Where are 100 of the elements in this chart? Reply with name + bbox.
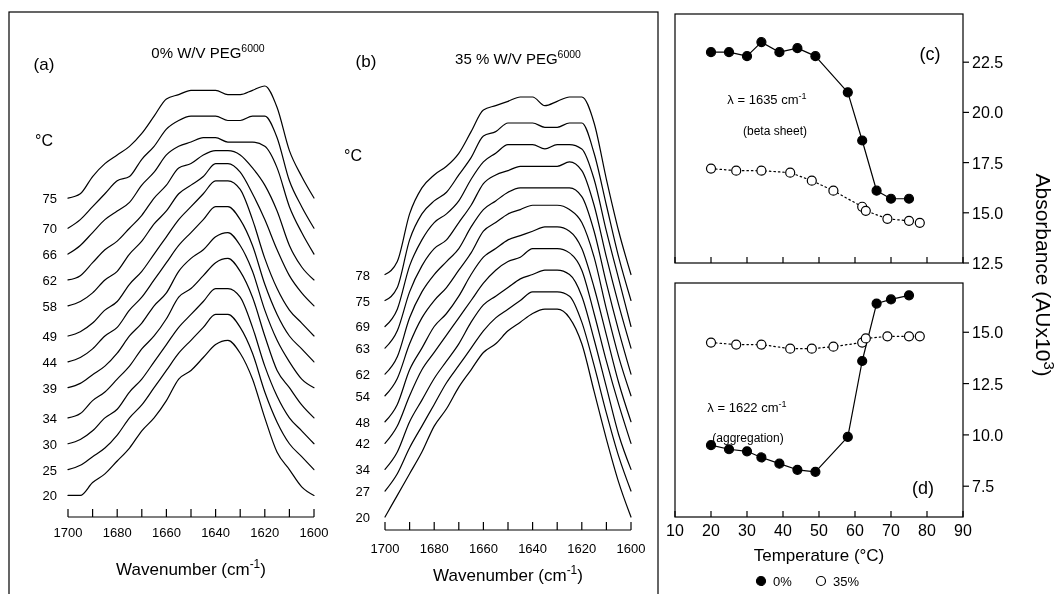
point [705, 337, 717, 348]
x-tick-label: 1700 [370, 541, 400, 556]
y-tick-label: 10.0 [972, 426, 1004, 444]
series-label: 62 [42, 272, 57, 288]
annotation: (d) [912, 478, 934, 498]
x-axis-title: Wavenumber (cm$^{-1}$) [433, 563, 583, 585]
chart-title: 35 % W/V PEG$^{6000}$ [455, 48, 582, 67]
point [828, 185, 839, 196]
point [857, 355, 868, 367]
y-tick-label: 12.5 [972, 375, 1004, 393]
point [903, 193, 915, 204]
series-label: 27 [355, 484, 370, 500]
series-label: 66 [42, 247, 57, 263]
series-label: 44 [42, 354, 57, 370]
point [731, 339, 742, 350]
y-tick-label: 17.5 [972, 154, 1004, 172]
point [705, 47, 717, 58]
point [871, 298, 882, 309]
x-tick-label: 1600 [616, 541, 646, 556]
legend-title: °C [344, 147, 362, 164]
series-label: 49 [42, 328, 57, 344]
point [756, 339, 767, 350]
series-label: 25 [42, 462, 57, 478]
series-label: 42 [355, 436, 370, 452]
point [914, 217, 925, 228]
series-label: 30 [42, 436, 57, 452]
x-tick-label: 90 [954, 522, 972, 539]
y-tick-label: 22.5 [972, 54, 1004, 72]
x-tick-label: 50 [810, 522, 828, 539]
point [828, 341, 839, 352]
legend-label: 0% [773, 574, 793, 589]
x-tick-label: 1620 [250, 525, 280, 540]
series-label: 34 [42, 410, 57, 426]
x-tick-label: 1600 [299, 525, 329, 540]
x-tick-label: 60 [846, 522, 864, 539]
point [882, 331, 893, 342]
point [741, 446, 753, 457]
point [774, 47, 785, 58]
chart-title: 0% W/V PEG$^{6000}$ [151, 42, 265, 61]
point [731, 165, 742, 176]
x-axis-title: Wavenumber (cm$^{-1}$) [116, 557, 266, 579]
point [903, 331, 915, 342]
point [871, 185, 882, 196]
series-label: 54 [355, 388, 370, 404]
point [792, 464, 803, 475]
point [914, 331, 925, 342]
point [723, 444, 735, 455]
x-tick-label: 30 [738, 522, 756, 539]
x-tick-label: 20 [702, 522, 720, 539]
x-tick-label: 40 [774, 522, 792, 539]
annotation: (beta sheet) [742, 124, 808, 138]
x-tick-label: 1660 [151, 525, 181, 540]
point [860, 205, 871, 216]
point [810, 51, 821, 62]
series-label: 39 [42, 380, 57, 396]
point [785, 343, 796, 354]
x-tick-label: 1680 [102, 525, 132, 540]
x-tick-label: 1660 [468, 541, 498, 556]
series-label: 75 [42, 191, 57, 207]
series-label: 78 [355, 267, 370, 283]
point [756, 37, 767, 48]
point [860, 333, 871, 344]
x-tick-label: 70 [882, 522, 900, 539]
legend-label: 35% [833, 574, 860, 589]
x-tick-label: 1620 [567, 541, 597, 556]
annotation: (c) [919, 44, 941, 64]
point [882, 213, 893, 224]
point [806, 343, 817, 354]
point [885, 193, 897, 204]
annotation: λ = 1635 cm$^{-1}$ [727, 91, 807, 107]
point [705, 163, 717, 174]
y-tick-label: 15.0 [972, 204, 1004, 222]
point [885, 294, 897, 305]
x-tick-label: 1640 [201, 525, 231, 540]
x-tick-label: 1640 [518, 541, 548, 556]
x-tick-label: 1700 [53, 525, 83, 540]
series-label: 48 [355, 414, 370, 430]
series-label: 62 [355, 367, 370, 383]
text: (b) [355, 52, 377, 71]
point [842, 87, 853, 98]
x-tick-label: 80 [918, 522, 936, 539]
point [785, 167, 796, 178]
x-tick-label: 1680 [419, 541, 449, 556]
series-label: 20 [355, 510, 370, 526]
point [774, 458, 785, 469]
point [756, 165, 767, 176]
series-label: 20 [42, 488, 57, 504]
point [723, 47, 735, 58]
series-label: 34 [355, 462, 370, 478]
series-label: 70 [42, 221, 57, 237]
y-tick-label: 15.0 [972, 324, 1004, 342]
series-label: 63 [355, 341, 370, 357]
series-label: 75 [355, 293, 370, 309]
x-tick-label: 10 [666, 522, 684, 539]
point [792, 43, 803, 54]
series-label: 69 [355, 319, 370, 335]
series-label: 58 [42, 298, 57, 314]
point [756, 452, 767, 463]
point [741, 51, 753, 62]
y-tick-label: 7.5 [972, 478, 995, 496]
